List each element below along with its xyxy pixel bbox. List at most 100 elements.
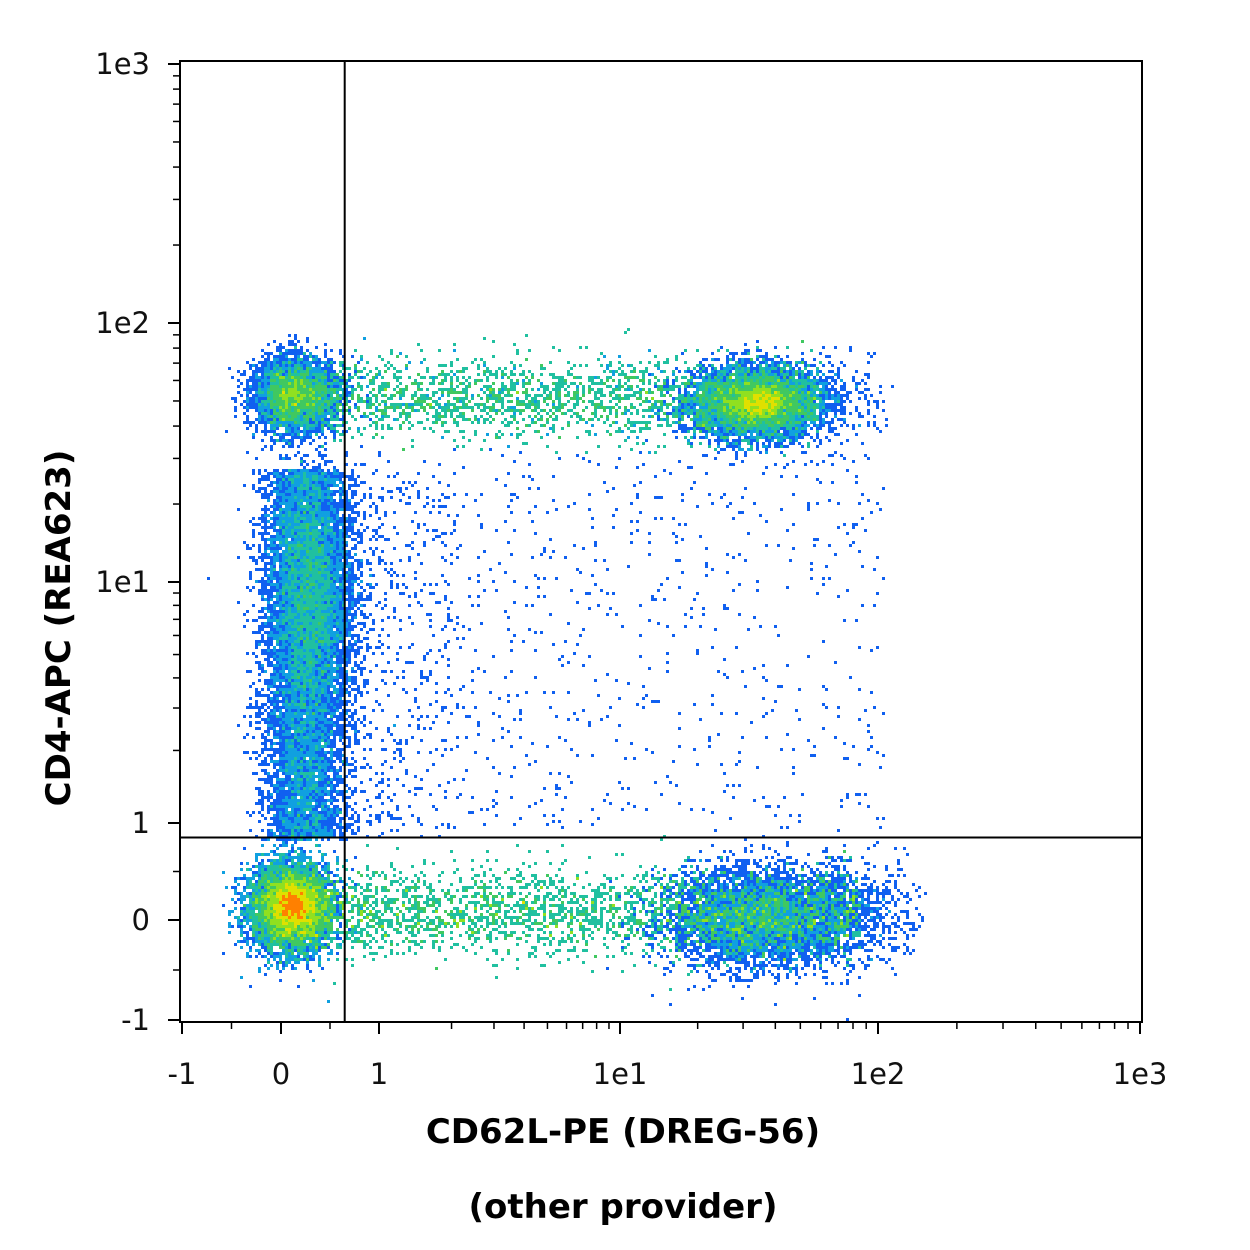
event-dot xyxy=(318,490,321,493)
event-dot xyxy=(351,526,354,529)
event-dot xyxy=(546,418,549,421)
event-dot xyxy=(771,358,774,361)
event-dot xyxy=(795,391,798,394)
event-dot xyxy=(297,376,300,379)
event-dot xyxy=(426,502,429,505)
event-dot xyxy=(681,394,684,397)
event-dot xyxy=(312,523,315,526)
event-dot xyxy=(351,538,354,541)
event-dot xyxy=(300,385,303,388)
event-dot xyxy=(303,427,306,430)
event-dot xyxy=(687,367,690,370)
event-dot xyxy=(345,520,348,523)
event-dot xyxy=(261,487,264,490)
event-dot xyxy=(699,388,702,391)
event-dot xyxy=(303,388,306,391)
event-dot xyxy=(348,406,351,409)
event-dot xyxy=(675,358,678,361)
event-dot xyxy=(321,415,324,418)
event-dot xyxy=(627,565,630,568)
event-dot xyxy=(291,379,294,382)
event-dot xyxy=(579,376,582,379)
event-dot xyxy=(294,574,297,577)
event-dot xyxy=(672,532,675,535)
event-dot xyxy=(675,409,678,412)
event-dot xyxy=(432,421,435,424)
event-dot xyxy=(276,559,279,562)
event-dot xyxy=(810,385,813,388)
event-dot xyxy=(267,373,270,376)
event-dot xyxy=(528,424,531,427)
event-dot xyxy=(831,430,834,433)
event-dot xyxy=(630,424,633,427)
event-dot xyxy=(258,370,261,373)
event-dot xyxy=(297,421,300,424)
event-dot xyxy=(315,514,318,517)
event-dot xyxy=(249,520,252,523)
event-dot xyxy=(375,508,378,511)
event-dot xyxy=(759,385,762,388)
event-dot xyxy=(423,406,426,409)
event-dot xyxy=(573,544,576,547)
event-dot xyxy=(717,388,720,391)
event-dot xyxy=(753,502,756,505)
event-dot xyxy=(702,403,705,406)
event-dot xyxy=(555,388,558,391)
event-dot xyxy=(630,421,633,424)
event-dot xyxy=(801,382,804,385)
event-dot xyxy=(261,370,264,373)
event-dot xyxy=(780,367,783,370)
event-dot xyxy=(537,388,540,391)
event-dot xyxy=(747,388,750,391)
event-dot xyxy=(330,559,333,562)
event-dot xyxy=(738,511,741,514)
event-dot xyxy=(309,478,312,481)
event-dot xyxy=(300,382,303,385)
event-dot xyxy=(297,415,300,418)
event-dot xyxy=(348,562,351,565)
event-dot xyxy=(729,424,732,427)
event-dot xyxy=(504,484,507,487)
event-dot xyxy=(315,493,318,496)
event-dot xyxy=(249,376,252,379)
event-dot xyxy=(690,400,693,403)
event-dot xyxy=(288,340,291,343)
event-dot xyxy=(618,430,621,433)
event-dot xyxy=(828,424,831,427)
event-dot xyxy=(249,379,252,382)
event-dot xyxy=(840,361,843,364)
event-dot xyxy=(255,457,258,460)
event-dot xyxy=(348,427,351,430)
event-dot xyxy=(324,397,327,400)
event-dot xyxy=(330,499,333,502)
event-dot xyxy=(681,382,684,385)
event-dot xyxy=(714,421,717,424)
event-dot xyxy=(324,532,327,535)
event-dot xyxy=(267,385,270,388)
event-dot xyxy=(663,379,666,382)
event-dot xyxy=(723,493,726,496)
event-dot xyxy=(321,523,324,526)
event-dot xyxy=(744,430,747,433)
event-dot xyxy=(282,370,285,373)
event-dot xyxy=(381,394,384,397)
event-dot xyxy=(327,394,330,397)
event-dot xyxy=(423,409,426,412)
event-dot xyxy=(660,406,663,409)
event-dot xyxy=(288,478,291,481)
event-dot xyxy=(783,406,786,409)
event-dot xyxy=(345,394,348,397)
event-dot xyxy=(342,415,345,418)
event-dot xyxy=(378,418,381,421)
event-dot xyxy=(381,382,384,385)
event-dot xyxy=(792,460,795,463)
event-dot xyxy=(507,388,510,391)
event-dot xyxy=(531,397,534,400)
event-dot xyxy=(336,514,339,517)
event-dot xyxy=(330,526,333,529)
event-dot xyxy=(687,385,690,388)
event-dot xyxy=(321,424,324,427)
event-dot xyxy=(774,406,777,409)
event-dot xyxy=(792,391,795,394)
event-dot xyxy=(759,349,762,352)
